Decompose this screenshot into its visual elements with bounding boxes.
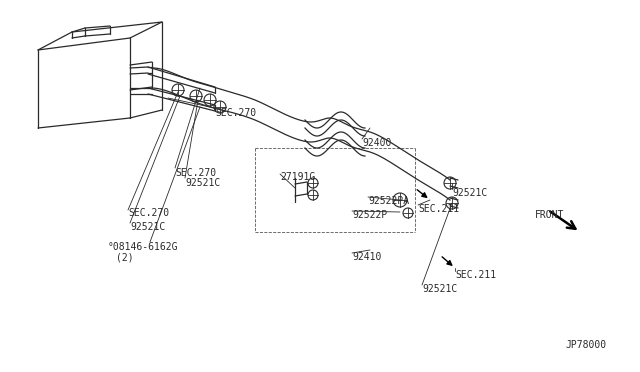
Text: 92410: 92410 <box>352 252 381 262</box>
Text: FRONT: FRONT <box>535 210 564 220</box>
Text: SEC.211: SEC.211 <box>418 204 459 214</box>
Text: SEC.270: SEC.270 <box>128 208 169 218</box>
Text: (2): (2) <box>116 252 134 262</box>
Text: JP78000: JP78000 <box>565 340 606 350</box>
Text: 92400: 92400 <box>362 138 392 148</box>
Text: SEC.270: SEC.270 <box>175 168 216 178</box>
Text: 92522P: 92522P <box>352 210 387 220</box>
Text: SEC.270: SEC.270 <box>215 108 256 118</box>
Text: °08146-6162G: °08146-6162G <box>108 242 179 252</box>
Text: 92521C: 92521C <box>452 188 487 198</box>
Text: 92522PA: 92522PA <box>368 196 409 206</box>
Text: SEC.211: SEC.211 <box>455 270 496 280</box>
Text: 92521C: 92521C <box>185 178 220 188</box>
Text: 92521C: 92521C <box>422 284 457 294</box>
Text: 27191G: 27191G <box>280 172 316 182</box>
Text: 92521C: 92521C <box>130 222 165 232</box>
